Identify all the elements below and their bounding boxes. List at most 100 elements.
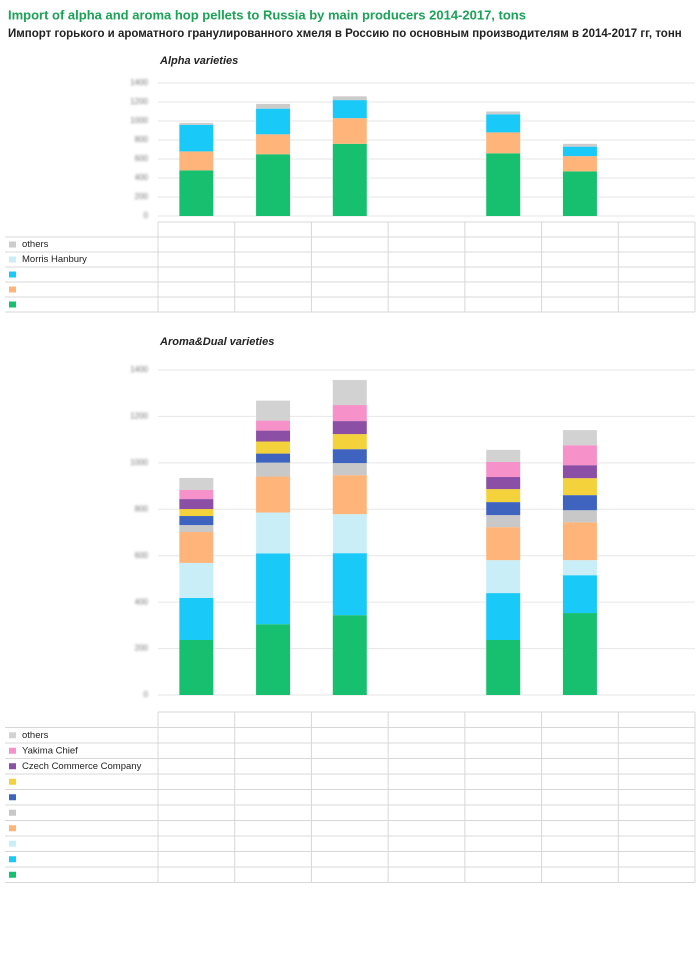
bar-segment [486,527,521,561]
bar-segment [486,593,521,640]
bar-segment [256,624,291,695]
bar-segment [562,430,597,446]
legend-swatch [9,732,16,739]
bar-segment [332,475,367,515]
y-tick-label: 200 [135,644,149,653]
bar-segment [332,463,367,476]
legend-label: Czech Commerce Company [22,761,142,772]
bar-segment [562,156,597,172]
y-tick-label: 400 [135,597,149,606]
bar-segment [562,613,597,695]
bar-segment [332,100,367,119]
bar-segment [332,514,367,554]
bar-segment [256,420,291,431]
bar-segment [562,146,597,157]
bar-segment [179,516,214,526]
chart-title: Alpha varieties [159,55,238,67]
bar-segment [486,515,521,528]
bar-segment [562,510,597,523]
bar-segment [256,462,291,477]
y-tick-label: 1000 [130,116,148,125]
legend-swatch [9,286,16,293]
legend-label: others [22,730,49,741]
bar-segment [486,560,521,594]
bar-segment [562,560,597,576]
bar-segment [256,430,291,442]
bar-segment [562,465,597,479]
legend-swatch [9,809,16,816]
bar-segment [486,449,521,462]
legend-swatch [9,256,16,263]
bar-segment [332,553,367,616]
legend-swatch [9,747,16,754]
y-tick-label: 1000 [130,458,148,467]
bar-segment [486,153,521,216]
y-tick-label: 400 [135,173,149,182]
bar-segment [562,445,597,466]
bar-segment [486,639,521,695]
bar-segment [332,96,367,101]
bar-segment [332,421,367,435]
bar-segment [256,453,291,463]
bar-segment [179,151,214,171]
y-tick-label: 1400 [130,365,148,374]
bar-segment [256,553,291,625]
legend-swatch [9,825,16,832]
bar-segment [179,562,214,598]
legend-swatch [9,271,16,278]
bar-segment [562,143,597,147]
bar-segment [179,124,214,152]
legend-swatch [9,763,16,770]
chart-title: Aroma&Dual varieties [159,336,274,348]
bar-segment [179,499,214,510]
bar-segment [179,490,214,500]
y-tick-label: 0 [144,690,149,699]
bar-segment [332,405,367,422]
bar-segment [486,489,521,503]
bar-segment [179,509,214,517]
legend-label: Morris Hanbury [22,254,87,265]
bar-segment [486,132,521,154]
y-tick-label: 1200 [130,97,148,106]
bar-segment [256,400,291,421]
y-tick-label: 800 [135,504,149,513]
bar-segment [256,512,291,554]
legend-swatch [9,840,16,847]
bar-segment [179,532,214,563]
bar-segment [486,111,521,115]
title: Import of alpha and aroma hop pellets to… [8,7,526,22]
bar-segment [256,154,291,216]
bar-segment [256,441,291,454]
bar-segment [256,103,291,109]
bar-segment [486,461,521,478]
bar-segment [562,522,597,561]
legend-swatch [9,778,16,785]
y-tick-label: 800 [135,135,149,144]
y-tick-label: 1200 [130,412,148,421]
legend-label: others [22,239,49,250]
legend-label: Yakima Chief [22,745,78,756]
bar-segment [562,478,597,496]
bar-segment [562,575,597,614]
bar-segment [332,449,367,464]
y-tick-label: 200 [135,192,149,201]
bar-segment [179,477,214,491]
legend-swatch [9,241,16,248]
bar-segment [179,597,214,640]
bar-segment [562,495,597,511]
bar-segment [256,476,291,513]
legend-swatch [9,794,16,801]
y-tick-label: 0 [144,211,149,220]
legend-swatch [9,301,16,308]
legend-swatch [9,856,16,863]
legend-swatch [9,871,16,878]
y-tick-label: 600 [135,551,149,560]
bar-segment [486,502,521,516]
bar-segment [332,434,367,450]
bar-segment [179,170,214,216]
y-tick-label: 600 [135,154,149,163]
bar-segment [332,615,367,695]
bar-segment [486,114,521,133]
bar-segment [332,118,367,144]
